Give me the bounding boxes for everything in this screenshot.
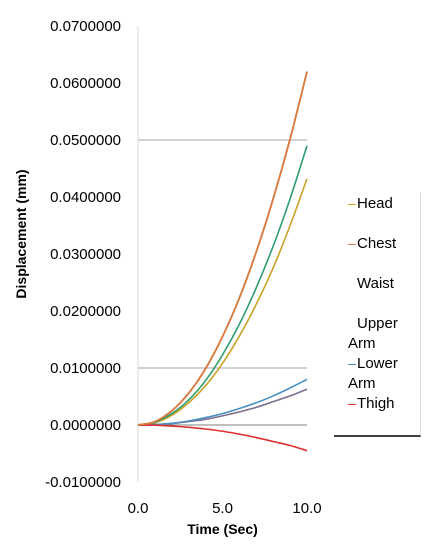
y-tick-label: 0.0500000 <box>50 132 121 149</box>
series-line-lower-arm <box>137 378 308 426</box>
legend-label: Waist <box>357 275 394 292</box>
legend-item-chest: Chest <box>348 234 396 254</box>
y-tick-label: 0.0000000 <box>50 417 121 434</box>
series-line-head <box>137 178 308 426</box>
legend: Head Chest Waist Upper Arm Lower Arm Thigh <box>334 192 421 437</box>
y-tick-label: 0.0300000 <box>50 246 121 263</box>
legend-label: Lower Arm <box>348 355 398 392</box>
x-tick-label: 10.0 <box>292 500 321 517</box>
legend-label: Thigh <box>357 395 395 412</box>
y-tick-label: 0.0400000 <box>50 189 121 206</box>
x-tick-label: 0.0 <box>128 500 149 517</box>
y-axis: -0.0100000 0.0000000 0.0100000 0.0200000 0.0… <box>45 18 121 491</box>
y-tick-label: 0.0700000 <box>50 18 121 35</box>
legend-item-lower-arm: Lower Arm <box>348 354 408 394</box>
y-tick-label: 0.0600000 <box>50 75 121 92</box>
series-line-chest-overlay <box>137 71 308 426</box>
legend-item-waist: Waist <box>348 274 394 294</box>
legend-swatch <box>348 363 356 365</box>
x-axis-title: Time (Sec) <box>187 521 258 537</box>
legend-swatch <box>348 284 356 285</box>
legend-item-head: Head <box>348 194 393 214</box>
y-tick-label: 0.0100000 <box>50 360 121 377</box>
legend-swatch <box>348 324 356 325</box>
legend-label: Upper Arm <box>348 315 398 352</box>
x-tick-label: 5.0 <box>212 500 233 517</box>
legend-swatch <box>348 203 356 205</box>
y-axis-title: Displacement (mm) <box>13 169 29 298</box>
legend-item-upper-arm: Upper Arm <box>348 314 408 354</box>
y-tick-label: 0.0200000 <box>50 303 121 320</box>
legend-swatch <box>348 403 356 405</box>
series-line-thigh <box>137 424 308 452</box>
x-axis: 0.0 5.0 10.0 <box>128 500 322 517</box>
legend-item-thigh: Thigh <box>348 394 395 414</box>
series-line-upper-arm <box>137 145 308 426</box>
legend-label: Head <box>357 195 393 212</box>
y-tick-label: -0.0100000 <box>45 474 121 491</box>
legend-swatch <box>348 243 356 245</box>
legend-label: Chest <box>357 235 397 252</box>
series-layer <box>137 71 308 452</box>
